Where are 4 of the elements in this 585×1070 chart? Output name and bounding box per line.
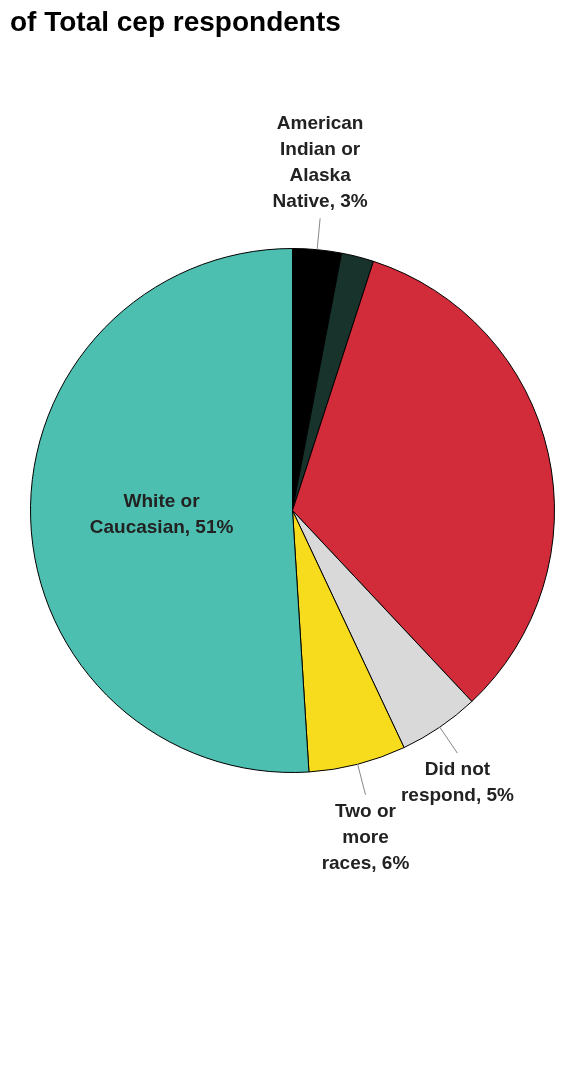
chart-title: of Total cep respondents	[9, 5, 342, 39]
slice-label: American Indian or Alaska Native, 3%	[272, 111, 368, 211]
slice-label: White or Caucasian, 51%	[89, 489, 234, 537]
slice-label: Did not respond, 5%	[400, 758, 515, 806]
